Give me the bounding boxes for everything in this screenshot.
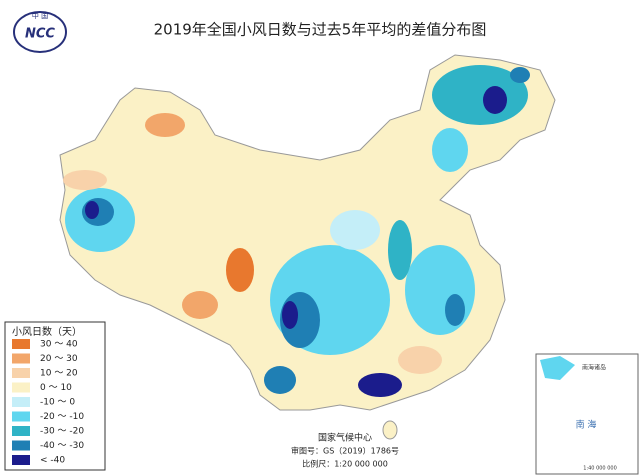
anomaly-area	[145, 113, 185, 137]
logo-ring	[13, 11, 67, 53]
legend-swatch	[12, 339, 30, 349]
anomaly-area	[282, 301, 298, 329]
legend: 小风日数（天） 30 ～ 40 20 ～ 30 10 ～ 20 0 ～ 10 -10 ～…	[4, 321, 106, 471]
legend-swatch	[12, 397, 30, 407]
anomaly-area	[388, 220, 412, 280]
anomaly-area	[264, 366, 296, 394]
approval-number: 审图号：GS（2019）1786号	[291, 446, 399, 456]
legend-label: < -40	[40, 456, 65, 466]
legend-swatch	[12, 411, 30, 422]
map-scale: 比例尺：1:20 000 000	[302, 459, 388, 469]
legend-label: -40 ～ -30	[40, 441, 84, 451]
logo-top: 中 国	[32, 11, 48, 20]
legend-label: 0 ～ 10	[40, 383, 72, 393]
anomaly-area	[330, 210, 380, 250]
legend-swatch	[12, 368, 30, 378]
agency: 国家气候中心	[318, 432, 372, 444]
anomaly-area	[398, 346, 442, 374]
inset: 南海诸岛 南 海 1:40 000 000	[535, 353, 639, 475]
anomaly-area	[358, 373, 402, 397]
legend-label: 30 ～ 40	[40, 340, 78, 350]
anomaly-area	[432, 65, 528, 125]
anomaly-area	[63, 170, 107, 190]
anomaly-area	[445, 294, 465, 326]
inset-scale: 1:40 000 000	[583, 466, 617, 472]
inset-title: 南海诸岛	[582, 364, 606, 372]
legend-label: -10 ～ 0	[40, 398, 75, 408]
logo-text: NCC	[25, 27, 55, 42]
inset-land	[540, 356, 575, 380]
legend-label: -30 ～ -20	[40, 427, 84, 437]
legend-swatch	[12, 353, 30, 364]
anomaly-area	[226, 248, 254, 292]
legend-label: 10 ～ 20	[40, 369, 78, 379]
inset-sea: 南 海	[576, 419, 597, 431]
map-title: 2019年全国小风日数与过去5年平均的差值分布图	[154, 21, 487, 39]
anomaly-area	[405, 245, 475, 335]
logo: 中 国 NCC	[13, 11, 67, 53]
legend-swatch	[12, 455, 30, 465]
legend-label: -20 ～ -10	[40, 412, 84, 422]
china-map	[59, 54, 556, 440]
anomaly-area	[483, 86, 507, 114]
legend-swatch	[12, 426, 30, 436]
anomaly-area	[85, 201, 99, 219]
legend-title: 小风日数（天）	[12, 325, 82, 338]
island	[382, 420, 398, 440]
legend-label: 20 ～ 30	[40, 354, 78, 364]
anomaly-area	[432, 128, 468, 172]
anomaly-area	[510, 67, 530, 83]
legend-swatch	[12, 382, 30, 393]
anomaly-area	[182, 291, 218, 319]
legend-swatch	[12, 440, 30, 451]
